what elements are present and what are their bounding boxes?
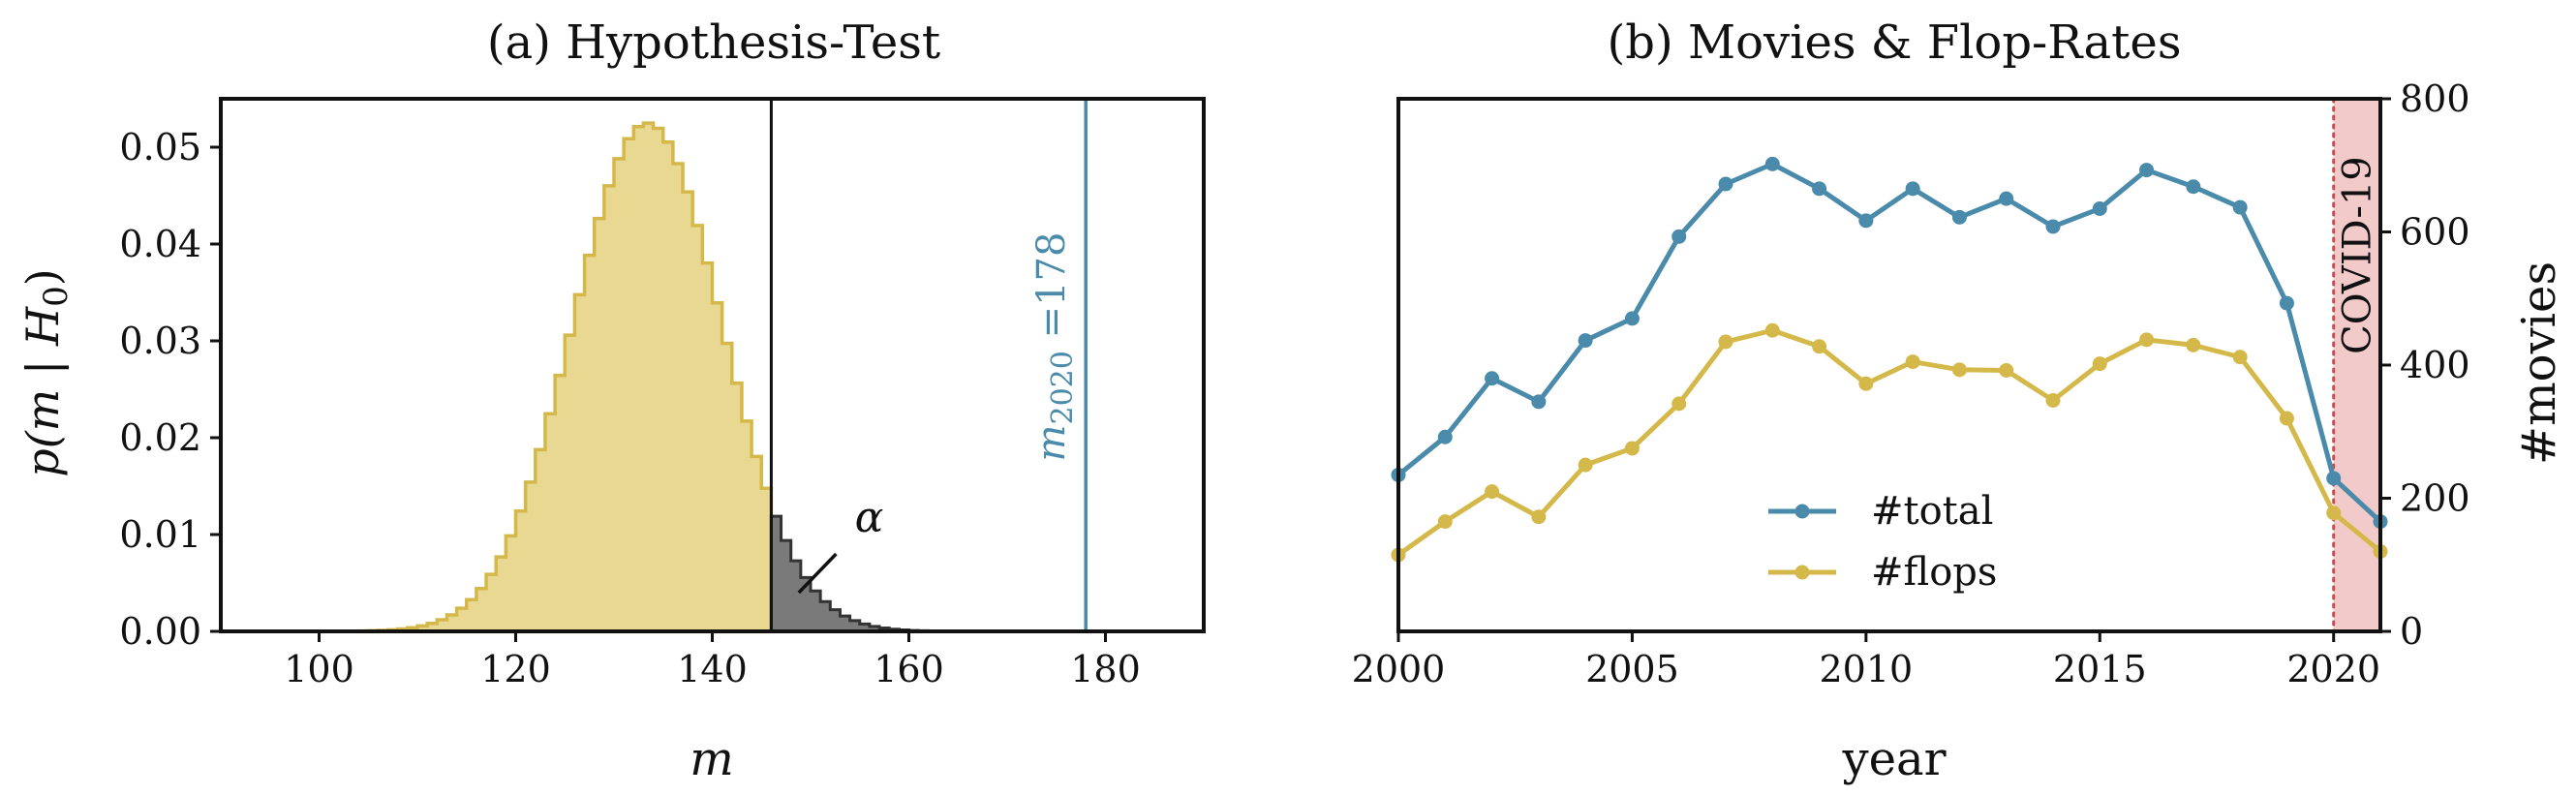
data-point: [1578, 457, 1593, 473]
y-tick-label: 0.03: [119, 320, 201, 362]
legend-item: #total: [1768, 489, 1993, 534]
data-point: [1951, 362, 1967, 378]
panel-a-title: (a) Hypothesis-Test: [487, 15, 940, 70]
y-label-main: p(m | H: [16, 306, 69, 477]
data-point: [1437, 429, 1453, 444]
data-point: [1905, 354, 1920, 370]
alpha-label: α: [855, 493, 884, 542]
data-point: [2326, 471, 2342, 486]
x-tick-label: 180: [1070, 648, 1141, 690]
data-point: [1671, 229, 1687, 244]
data-point: [1905, 181, 1920, 197]
y-label-sub: 0: [37, 286, 76, 307]
observed-label-sub: 2020: [1046, 351, 1080, 424]
data-point: [2232, 350, 2248, 365]
panel-a-y-label: p(m | H0): [16, 268, 76, 476]
observed-label-main: m: [1029, 425, 1074, 462]
legend-label: #flops: [1871, 550, 1997, 595]
hypothesis-test-panel: (a) Hypothesis-Test m2020 =178 α 100 120 1…: [16, 15, 1206, 786]
data-point: [1951, 209, 1967, 225]
y-tick-label: 0: [2400, 610, 2423, 653]
x-tick-label: 100: [284, 648, 354, 690]
y-tick-label: 0.02: [119, 416, 201, 459]
legend-item: #flops: [1768, 550, 1997, 595]
observed-value-label: m2020 =178: [1029, 232, 1080, 462]
y-tick-label: 800: [2400, 77, 2470, 120]
legend: #total #flops: [1768, 489, 1997, 595]
series-line: [1396, 327, 2382, 557]
data-point: [1531, 394, 1547, 410]
data-point: [1578, 333, 1593, 349]
legend-marker: [1794, 504, 1810, 519]
data-point: [1671, 396, 1687, 412]
x-tick-label: 140: [677, 648, 748, 690]
data-point: [1764, 322, 1780, 338]
x-tick-label: 160: [874, 648, 944, 690]
data-point: [2092, 200, 2107, 216]
data-point: [2045, 219, 2061, 234]
data-point: [2279, 295, 2294, 311]
x-tick-label: 120: [480, 648, 551, 690]
covid-label: COVID-19: [2336, 156, 2380, 354]
series-total: [1391, 156, 2388, 530]
accept-region-histogram: [317, 121, 774, 633]
data-point: [1718, 176, 1733, 192]
panel-b-title: (b) Movies & Flop-Rates: [1608, 15, 2182, 70]
y-tick-label: 400: [2400, 344, 2470, 386]
legend-marker: [1794, 565, 1810, 580]
panel-a-x-label: m: [690, 732, 734, 786]
x-tick-label: 2010: [1819, 648, 1913, 690]
data-point: [2186, 337, 2201, 352]
data-point: [1858, 213, 1874, 229]
y-tick-label: 0.04: [119, 223, 201, 265]
panel-a-y-ticks: 0.00 0.01 0.02 0.03 0.04 0.05: [119, 126, 221, 653]
data-point: [1999, 191, 2014, 206]
data-point: [1485, 484, 1500, 500]
y-tick-label: 0.01: [119, 513, 201, 556]
legend-label: #total: [1871, 489, 1993, 534]
panel-b-y-ticks: 0 200 400 600 800: [2380, 77, 2470, 653]
accept-region-bars: [317, 121, 774, 633]
series-line: [1396, 161, 2382, 524]
y-label-close: ): [16, 268, 69, 286]
data-point: [1718, 334, 1733, 350]
data-point: [1812, 339, 1827, 354]
series-flops: [1391, 322, 2388, 563]
data-point: [1624, 311, 1640, 326]
data-point: [1531, 509, 1547, 525]
y-tick-label: 0.00: [119, 610, 201, 653]
observed-label-value: =178: [1029, 232, 1074, 352]
data-point: [2139, 332, 2155, 348]
y-tick-label: 0.05: [119, 126, 201, 168]
x-tick-label: 2005: [1585, 648, 1679, 690]
line-series: [1391, 156, 2388, 563]
x-tick-label: 2000: [1352, 648, 1446, 690]
data-point: [1437, 514, 1453, 530]
data-point: [2232, 199, 2248, 215]
data-point: [2139, 163, 2155, 178]
panel-b-y-label: #movies: [2512, 261, 2566, 465]
movies-flop-rates-panel: (b) Movies & Flop-Rates COVID-19 2000 200…: [1352, 15, 2566, 786]
data-point: [1858, 376, 1874, 391]
data-point: [1999, 363, 2014, 378]
data-point: [1812, 181, 1827, 197]
data-point: [2279, 411, 2294, 426]
x-tick-label: 2015: [2053, 648, 2147, 690]
alpha-pointer-line: [797, 552, 838, 595]
x-tick-label: 2020: [2286, 648, 2380, 690]
data-point: [1485, 371, 1500, 386]
panel-b-x-label: year: [1841, 732, 1946, 786]
y-tick-label: 600: [2400, 211, 2470, 254]
panel-a-x-ticks: 100 120 140 160 180: [284, 631, 1141, 690]
data-point: [2326, 505, 2342, 521]
data-point: [1764, 156, 1780, 171]
data-point: [2092, 356, 2107, 372]
data-point: [2045, 392, 2061, 408]
data-point: [1624, 441, 1640, 456]
y-tick-label: 200: [2400, 477, 2470, 520]
data-point: [2186, 179, 2201, 195]
panel-b-x-ticks: 2000 2005 2010 2015 2020: [1352, 631, 2380, 690]
